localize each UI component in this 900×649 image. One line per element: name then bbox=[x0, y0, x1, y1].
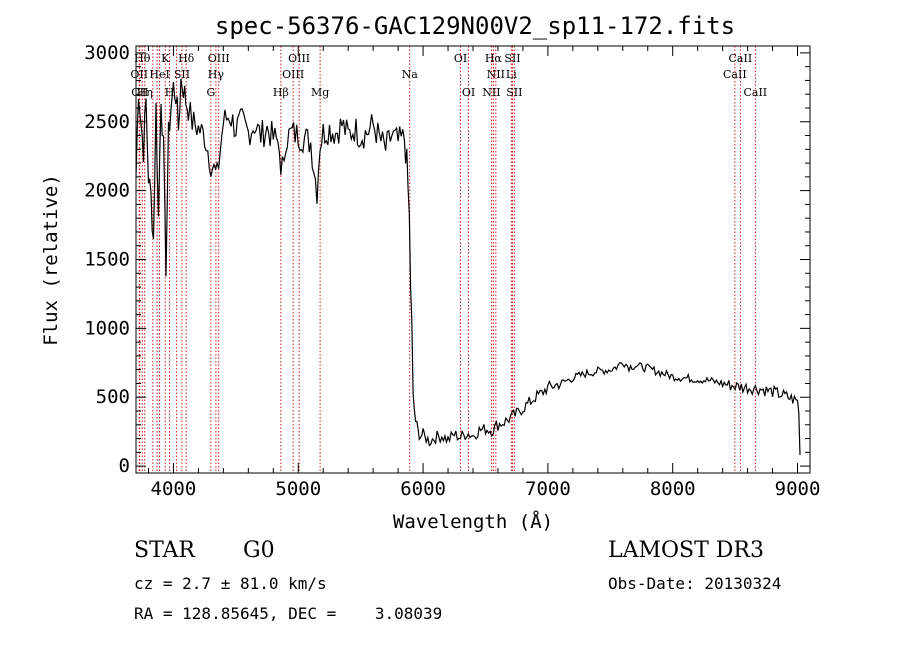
object-class: STAR bbox=[134, 538, 195, 563]
spectral-line-label: Na bbox=[402, 68, 419, 81]
y-axis-label: Flux (relative) bbox=[40, 174, 62, 346]
spectral-line-label: OIII bbox=[288, 52, 310, 65]
axis-ticks: 4000 5000 6000 7000 8000 9000 0 500 1000 1500 2000… bbox=[84, 42, 820, 500]
y-tick-label: 0 bbox=[119, 455, 130, 477]
x-tick-label: 8000 bbox=[650, 478, 696, 500]
spectral-line-label: CaII bbox=[743, 86, 767, 99]
x-axis-label: Wavelength (Å) bbox=[393, 510, 553, 533]
spectral-line-label: OII bbox=[130, 68, 148, 81]
y-tick-label: 500 bbox=[96, 386, 130, 408]
spectral-line-label: NII bbox=[482, 86, 500, 99]
x-tick-label: 4000 bbox=[151, 478, 197, 500]
spectral-line-label: CaII bbox=[729, 52, 753, 65]
spectral-line-label: G bbox=[206, 86, 215, 99]
spectral-line-label: Hα bbox=[485, 52, 503, 65]
radec-text: RA = 128.85645, DEC = 3.08039 bbox=[134, 604, 443, 623]
spectral-line-label: Hη bbox=[137, 86, 153, 99]
spectral-line-label: CaII bbox=[723, 68, 747, 81]
x-tick-label: 7000 bbox=[525, 478, 571, 500]
redshift-text: cz = 2.7 ± 81.0 km/s bbox=[134, 574, 327, 593]
spectral-line-label: SII bbox=[504, 52, 520, 65]
chart-title: spec-56376-GAC129N00V2_sp11-172.fits bbox=[215, 12, 735, 40]
obs-date-text: Obs-Date: 20130324 bbox=[608, 574, 782, 593]
object-subclass: G0 bbox=[243, 538, 275, 563]
x-tick-label: 6000 bbox=[400, 478, 446, 500]
y-tick-label: 2500 bbox=[84, 111, 130, 133]
spectral-line-label: OIII bbox=[208, 52, 230, 65]
spectral-line-label: OI bbox=[454, 52, 467, 65]
spectral-line-label: SII bbox=[506, 86, 522, 99]
spectral-line-label: OI bbox=[462, 86, 475, 99]
spectrum-series-line bbox=[135, 78, 801, 456]
spectral-line-label: OIII bbox=[282, 68, 304, 81]
spectral-line-label: Hδ bbox=[178, 52, 195, 65]
spectral-line-label: Hγ bbox=[208, 68, 225, 81]
spectral-line-label: SII bbox=[174, 68, 190, 81]
y-tick-label: 2000 bbox=[84, 180, 130, 202]
y-tick-label: 1500 bbox=[84, 249, 130, 271]
survey-name: LAMOST DR3 bbox=[608, 538, 764, 563]
spectral-line-label: H bbox=[165, 86, 175, 99]
spectral-line-label: Mg bbox=[311, 86, 329, 99]
x-tick-label: 9000 bbox=[775, 478, 821, 500]
spectral-line-markers bbox=[138, 46, 756, 473]
spectral-line-label: NII bbox=[487, 68, 505, 81]
spectral-line-label: HeI bbox=[149, 68, 169, 81]
spectral-line-label: Hθ bbox=[134, 52, 151, 65]
y-tick-label: 1000 bbox=[84, 317, 130, 339]
spectral-line-label: CII bbox=[131, 86, 148, 99]
x-tick-label: 5000 bbox=[275, 478, 321, 500]
spectral-line-label: K bbox=[161, 52, 170, 65]
y-tick-label: 3000 bbox=[84, 42, 130, 64]
plot-frame bbox=[135, 45, 811, 474]
spectral-line-label: Li bbox=[506, 68, 517, 81]
spectral-line-label: Hβ bbox=[273, 86, 289, 99]
